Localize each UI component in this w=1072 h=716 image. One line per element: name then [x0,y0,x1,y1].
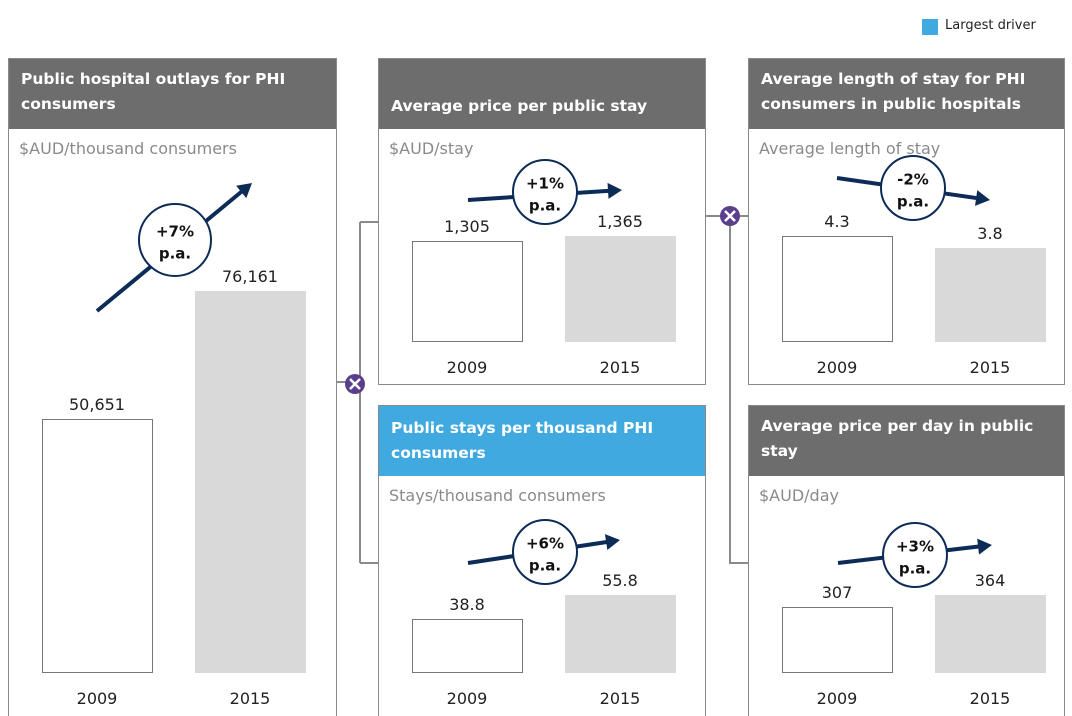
panel-title: Public hospital outlays for PHI consumer… [9,59,336,129]
multiply-circle [345,374,365,394]
x-tick-label: 2015 [599,689,641,708]
bar [565,595,676,673]
x-tick-label: 2009 [446,358,488,377]
bar [195,291,306,673]
multiply-x [724,210,736,222]
panel-title: Average length of stay for PHI consumers… [749,59,1064,129]
value-label: 38.8 [449,594,485,614]
chart-panel: Public stays per thousand PHI consumers S… [378,405,706,716]
multiply-x [349,378,361,390]
value-label: 364 [974,571,1006,590]
chart-panel: Average price per day in public stay $AUD… [748,405,1065,716]
bar [935,595,1046,673]
panel-title: Public stays per thousand PHI consumers [379,406,705,476]
value-label: 1,305 [444,216,490,236]
legend-swatch [922,19,938,35]
bar [565,236,676,342]
chart-panel: Public hospital outlays for PHI consumer… [8,58,337,716]
x-tick-label: 2009 [76,689,118,708]
panel-title: Average price per public stay [379,59,705,129]
value-label: 55.8 [602,571,638,590]
x-tick-label: 2009 [816,689,858,708]
panel-subtitle: $AUD/day [759,486,839,505]
value-label: 3.8 [977,224,1003,244]
chart-panel: Average length of stay for PHI consumers… [748,58,1065,385]
multiply-icon [345,374,365,394]
bar [782,236,893,342]
panel-subtitle: $AUD/thousand consumers [19,139,237,158]
panel-subtitle: Stays/thousand consumers [389,486,606,505]
value-label: 307 [821,583,853,603]
x-tick-label: 2009 [816,358,858,377]
x-tick-label: 2015 [969,358,1011,377]
x-tick-label: 2015 [229,689,271,708]
panel-title: Average price per day in public stay [749,406,1064,476]
bar [935,248,1046,342]
panel-subtitle: Average length of stay [759,139,941,158]
bar [782,607,893,673]
value-label: 50,651 [69,394,125,414]
bar [412,618,523,673]
multiply-icon [720,206,740,226]
multiply-circle [720,206,740,226]
legend-label: Largest driver [945,18,1036,33]
x-tick-label: 2009 [446,689,488,708]
panel-subtitle: $AUD/stay [389,139,474,158]
x-tick-label: 2015 [599,358,641,377]
connector [706,215,748,564]
value-label: 1,365 [597,212,643,231]
bar [412,240,523,342]
bar [42,418,153,673]
value-label: 76,161 [222,267,278,286]
value-label: 4.3 [824,212,850,231]
x-tick-label: 2015 [969,689,1011,708]
chart-panel: Average price per public stay $AUD/stay 1,… [378,58,706,385]
connector [337,221,378,564]
